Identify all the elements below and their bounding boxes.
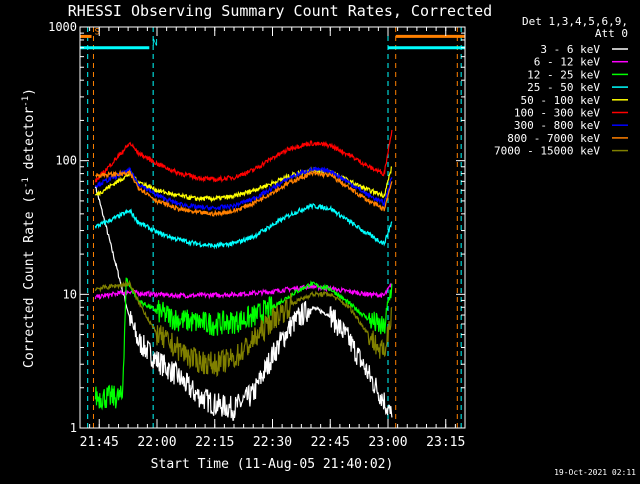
- legend-label: 3 - 6 keV: [540, 43, 600, 56]
- series-line: [95, 169, 393, 217]
- x-tick-label: 23:00: [368, 435, 407, 450]
- series-line: [94, 277, 393, 411]
- series-line: [94, 202, 393, 250]
- series-line: [94, 185, 393, 421]
- y-axis-label-text: detector: [22, 107, 37, 178]
- legend-label: 25 - 50 keV: [527, 81, 600, 94]
- x-axis-label: Start Time (11-Aug-05 21:40:02): [151, 457, 394, 472]
- y-axis-label: Corrected Count Rate (s-1 detector-1): [21, 88, 37, 368]
- series-line: [94, 282, 393, 300]
- x-tick-label: 23:15: [426, 435, 465, 450]
- y-axis-label-text: ): [22, 88, 37, 96]
- legend-label: 50 - 100 keV: [521, 94, 601, 107]
- series-line: [94, 166, 393, 211]
- legend-label: 300 - 800 keV: [514, 119, 600, 132]
- plot-area: S N 1 10 100 1000 21:45 22:00 22:15 22:30 22:45 23:…: [48, 20, 466, 450]
- legend-label: 800 - 7000 keV: [507, 132, 600, 145]
- y-tick-label: 1000: [48, 20, 77, 34]
- y-axis-label-sup: -1: [21, 177, 31, 188]
- x-tick-label: 22:45: [311, 435, 350, 450]
- series-line: [94, 129, 393, 184]
- flag-label: N: [152, 39, 157, 49]
- detector-info-line-2: Att 0: [595, 27, 628, 40]
- x-tick-label: 22:30: [253, 435, 292, 450]
- legend-label: 6 - 12 keV: [534, 56, 601, 69]
- series-line: [94, 279, 393, 378]
- legend-label: 100 - 300 keV: [514, 107, 600, 120]
- x-tick-label: 22:00: [137, 435, 176, 450]
- chart-title: RHESSI Observing Summary Count Rates, Co…: [68, 2, 492, 20]
- y-tick-label: 10: [63, 287, 77, 301]
- flag-label: S: [95, 27, 100, 37]
- legend-label: 7000 - 15000 keV: [494, 145, 600, 158]
- footer-date: 19-Oct-2021 02:11: [554, 468, 636, 477]
- detector-info-line-1: Det 1,3,4,5,6,9,: [522, 15, 628, 28]
- x-tick-label: 21:45: [80, 435, 119, 450]
- y-axis-label-sup: -1: [21, 96, 31, 107]
- y-tick-label: 1: [70, 421, 77, 435]
- y-axis-label-text: Corrected Count Rate (s: [22, 188, 37, 368]
- legend-label: 12 - 25 keV: [527, 68, 600, 81]
- y-tick-label: 100: [55, 154, 77, 168]
- x-tick-label: 22:15: [195, 435, 234, 450]
